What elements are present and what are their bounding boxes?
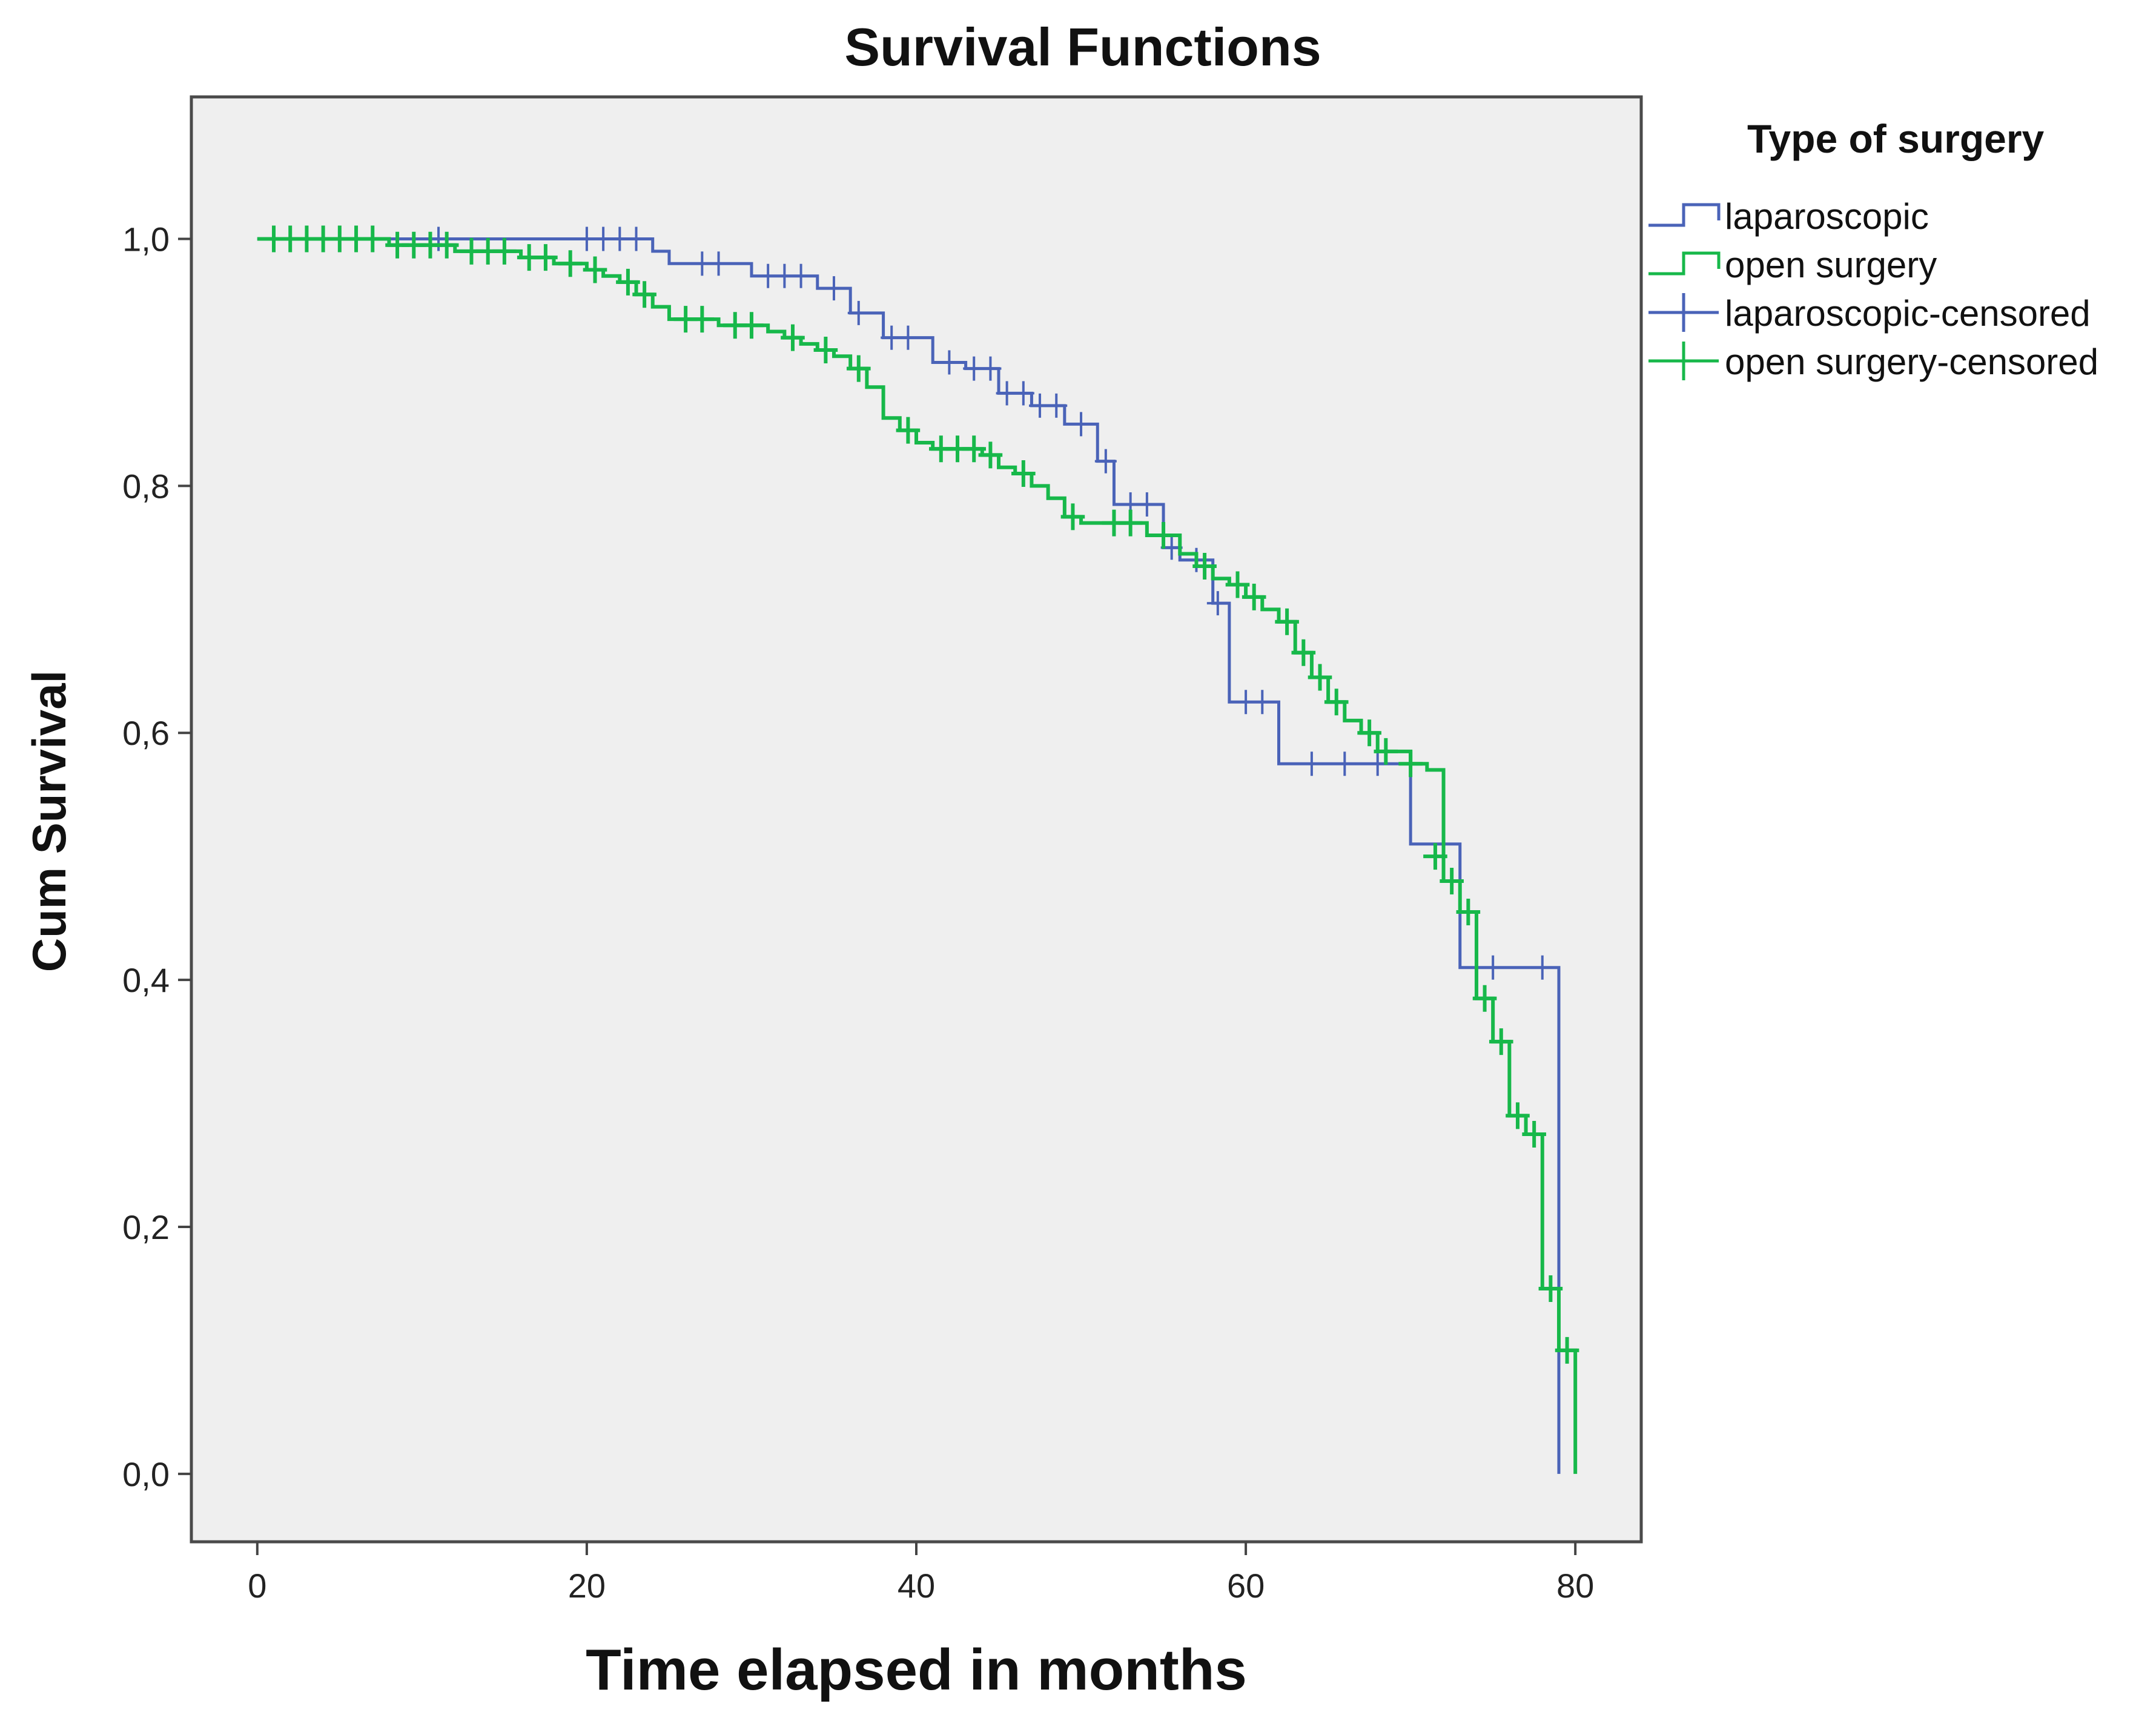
- censor-mark: [1242, 583, 1266, 610]
- censor-mark: [1531, 955, 1553, 980]
- censor-mark: [1308, 664, 1332, 691]
- censor-mark: [1136, 492, 1158, 517]
- censor-mark: [781, 324, 805, 351]
- censor-mark: [1489, 1028, 1513, 1056]
- x-tick-label: 40: [898, 1567, 935, 1605]
- legend-title: Type of surgery: [1747, 116, 2045, 161]
- censor-mark: [847, 300, 870, 325]
- censor-mark: [739, 312, 764, 339]
- censor-mark: [1070, 412, 1093, 437]
- censor-mark: [938, 350, 961, 375]
- censor-mark: [1522, 1121, 1546, 1148]
- censor-mark: [360, 225, 385, 253]
- censor-mark: [616, 268, 640, 296]
- censor-mark: [897, 325, 919, 350]
- legend-entry-open-surgery: open surgery: [1648, 245, 1937, 285]
- legend-line-swatch: [1648, 203, 1721, 227]
- legend-label: open surgery: [1725, 245, 1937, 285]
- censor-mark: [978, 441, 1003, 469]
- censor-mark: [822, 276, 845, 301]
- censor-mark: [434, 231, 459, 259]
- censor-mark: [1472, 985, 1497, 1012]
- legend-entry-open-surgery-censored: open surgery-censored: [1648, 342, 2098, 382]
- censor-mark: [896, 417, 921, 444]
- legend-label: laparoscopic-censored: [1725, 293, 2091, 334]
- x-axis: 0 20 40 60 80: [248, 1542, 1594, 1605]
- series-laparoscopic: [257, 226, 1561, 1474]
- censor-mark: [1291, 639, 1316, 666]
- censor-mark: [1423, 843, 1447, 870]
- chart-title: Survival Functions: [844, 17, 1321, 77]
- censor-mark: [790, 263, 812, 288]
- censor-mark: [1045, 393, 1068, 418]
- x-axis-title: Time elapsed in months: [586, 1637, 1247, 1702]
- censor-mark: [1300, 752, 1323, 776]
- censor-mark: [1398, 750, 1423, 778]
- censor-mark: [1118, 509, 1143, 537]
- censor-mark: [1456, 898, 1481, 925]
- survival-step-line: [257, 237, 1578, 1474]
- x-tick-label: 0: [248, 1567, 266, 1605]
- censor-mark: [1151, 521, 1176, 549]
- censor-mark: [1440, 867, 1464, 894]
- censor-mark: [1555, 1336, 1579, 1364]
- censor-mark: [492, 237, 517, 265]
- censor-mark: [1482, 955, 1504, 980]
- legend-label: laparoscopic: [1725, 196, 1929, 237]
- censor-mark: [690, 306, 715, 333]
- censor-mark: [979, 356, 1002, 381]
- censor-mark: [1192, 552, 1217, 580]
- censor-mark: [558, 250, 583, 277]
- censor-mark: [1251, 690, 1274, 715]
- series-open-surgery: [257, 225, 1579, 1474]
- censor-mark: [813, 337, 838, 364]
- censor-mark: [1060, 503, 1085, 530]
- legend-entry-laparoscopic-censored: laparoscopic-censored: [1648, 293, 2091, 334]
- y-tick-label: 0,2: [122, 1208, 170, 1246]
- series-layer: [257, 225, 1579, 1474]
- censor-mark: [1206, 591, 1229, 616]
- y-tick-label: 0,0: [122, 1455, 170, 1493]
- censor-mark: [534, 244, 558, 271]
- legend: Type of surgery laparoscopic open surgery…: [1648, 116, 2098, 382]
- censor-mark: [1506, 1102, 1530, 1129]
- censor-mark: [1324, 689, 1349, 716]
- y-tick-label: 0,8: [122, 467, 170, 505]
- censor-mark: [625, 226, 647, 251]
- censor-mark: [583, 256, 607, 283]
- legend-label: open surgery-censored: [1725, 342, 2098, 382]
- censor-mark: [1538, 1275, 1563, 1302]
- censor-mark: [1357, 719, 1381, 747]
- y-axis: 0,0 0,2 0,4 0,6 0,8 1,0: [122, 220, 191, 1493]
- censor-marks: [262, 225, 1579, 1364]
- y-tick-label: 0,6: [122, 714, 170, 752]
- y-tick-label: 1,0: [122, 220, 170, 259]
- legend-line-swatch: [1648, 251, 1721, 276]
- censor-mark: [1275, 608, 1299, 635]
- censor-mark: [846, 355, 871, 382]
- censor-mark: [1225, 571, 1250, 598]
- y-tick-label: 0,4: [122, 961, 170, 999]
- y-axis-title: Cum Survival: [22, 670, 76, 973]
- censor-mark: [1374, 738, 1398, 765]
- x-tick-label: 80: [1556, 1567, 1594, 1605]
- plot-area: [190, 95, 1643, 1544]
- x-tick-label: 20: [568, 1567, 606, 1605]
- censor-mark: [1334, 752, 1356, 776]
- legend-entry-laparoscopic: laparoscopic: [1648, 196, 1929, 237]
- x-tick-label: 60: [1227, 1567, 1265, 1605]
- censor-mark: [632, 281, 656, 308]
- censor-mark: [707, 251, 730, 276]
- censor-mark: [962, 435, 987, 463]
- censor-mark: [1012, 381, 1034, 406]
- censor-mark: [1011, 460, 1036, 487]
- censor-mark: [1094, 449, 1117, 474]
